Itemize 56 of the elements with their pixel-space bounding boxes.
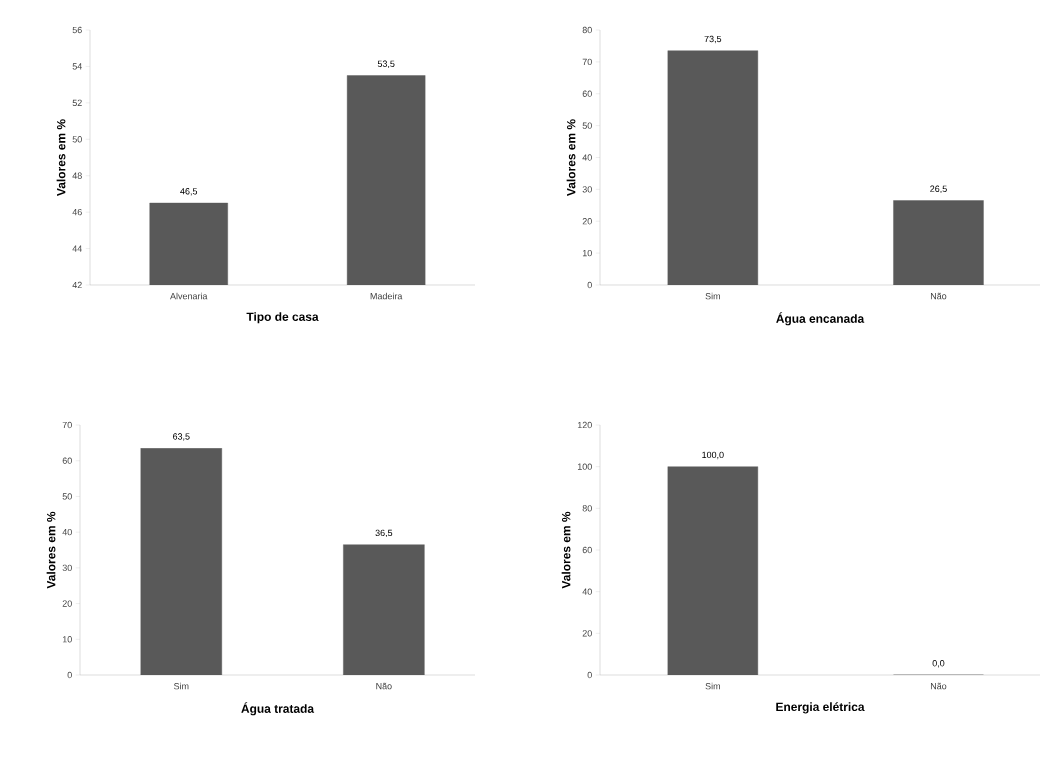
y-axis-title: Valores em % bbox=[566, 119, 576, 196]
y-tick-label: 80 bbox=[582, 505, 592, 512]
y-tick-label: 20 bbox=[582, 630, 592, 637]
y-tick-label: 120 bbox=[577, 421, 592, 429]
y-tick-label: 100 bbox=[577, 463, 592, 470]
x-tick-label: Não bbox=[376, 682, 392, 690]
data-label: 100,0 bbox=[702, 451, 724, 460]
x-tick-label: Alvenaria bbox=[170, 292, 208, 300]
x-tick-label: Madeira bbox=[370, 292, 403, 300]
data-label: 53,5 bbox=[377, 60, 395, 68]
y-tick-label: 60 bbox=[582, 546, 592, 554]
y-tick-label: 52 bbox=[72, 99, 82, 107]
y-axis-title: Valores em % bbox=[56, 119, 66, 196]
y-axis-title: Valores em % bbox=[561, 511, 571, 589]
x-tick-label: Sim bbox=[173, 682, 189, 690]
y-tick-label: 44 bbox=[72, 245, 82, 252]
y-axis-title: Valores em % bbox=[46, 511, 56, 589]
y-tick-label: 60 bbox=[62, 457, 72, 464]
x-tick-label: Sim bbox=[705, 292, 720, 300]
data-label: 63,5 bbox=[173, 433, 190, 441]
y-tick-label: 10 bbox=[582, 249, 592, 257]
data-label: 26,5 bbox=[930, 185, 947, 193]
x-axis-title: Energia elétrica bbox=[776, 702, 865, 714]
x-tick-label: Sim bbox=[705, 682, 720, 690]
y-tick-label: 60 bbox=[582, 90, 592, 97]
y-tick-label: 50 bbox=[72, 136, 82, 143]
x-tick-label: Não bbox=[930, 682, 947, 690]
y-tick-label: 80 bbox=[582, 26, 592, 34]
data-label: 36,5 bbox=[375, 529, 393, 538]
y-tick-label: 48 bbox=[72, 172, 82, 179]
y-tick-label: 70 bbox=[62, 421, 72, 429]
y-tick-label: 50 bbox=[582, 122, 592, 129]
y-tick-label: 46 bbox=[72, 208, 82, 216]
y-tick-label: 30 bbox=[62, 564, 72, 572]
y-tick-label: 70 bbox=[582, 58, 592, 66]
x-tick-label: Não bbox=[930, 292, 947, 300]
data-label: 73,5 bbox=[704, 35, 722, 44]
y-tick-label: 42 bbox=[72, 281, 82, 289]
y-tick-label: 0 bbox=[587, 281, 592, 289]
y-tick-label: 0 bbox=[587, 671, 592, 679]
x-axis-title: Tipo de casa bbox=[246, 312, 319, 324]
y-tick-label: 40 bbox=[582, 588, 592, 595]
y-tick-label: 20 bbox=[582, 218, 592, 225]
y-tick-label: 40 bbox=[582, 154, 592, 161]
y-tick-label: 54 bbox=[72, 63, 82, 70]
x-axis-title: Água tratada bbox=[241, 702, 315, 716]
y-tick-label: 50 bbox=[62, 493, 72, 500]
y-tick-label: 30 bbox=[582, 186, 592, 193]
y-tick-label: 56 bbox=[72, 26, 82, 34]
data-label: 46,5 bbox=[180, 188, 198, 196]
y-tick-label: 40 bbox=[62, 528, 72, 536]
y-tick-label: 20 bbox=[62, 600, 72, 607]
y-tick-label: 10 bbox=[62, 636, 72, 643]
y-tick-label: 0 bbox=[67, 671, 72, 679]
data-label: 0,0 bbox=[932, 660, 945, 668]
x-axis-title: Água encanada bbox=[776, 312, 865, 326]
